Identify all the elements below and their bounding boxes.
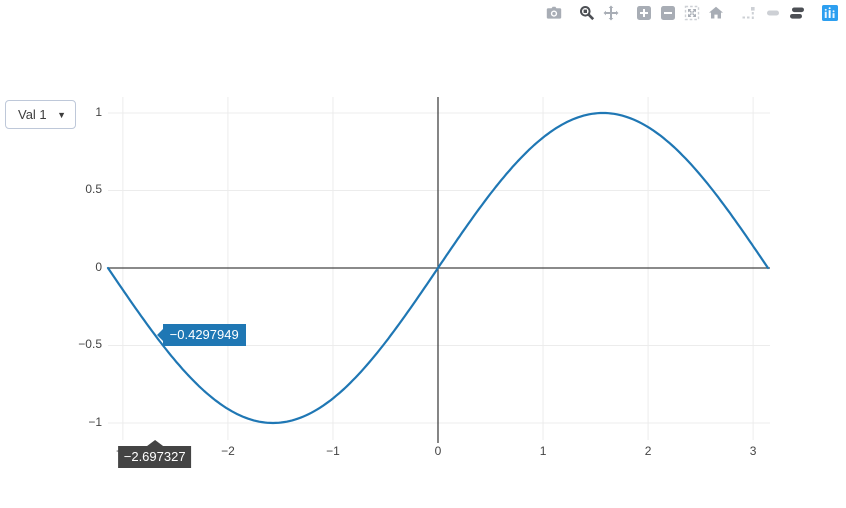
y-tick-label: 1 bbox=[95, 104, 102, 119]
pan-arrows-icon bbox=[603, 5, 619, 21]
plotly-logo-button[interactable] bbox=[822, 4, 838, 22]
modebar bbox=[533, 4, 842, 22]
y-tick-label: 0.5 bbox=[85, 182, 102, 197]
home-icon bbox=[709, 6, 723, 19]
reset-axes-button[interactable] bbox=[708, 4, 724, 22]
x-tick-label: 2 bbox=[644, 444, 652, 458]
autoscale-button[interactable] bbox=[684, 4, 700, 22]
hover-compare-icon bbox=[790, 7, 804, 19]
zoom-mode-button[interactable] bbox=[579, 4, 595, 22]
x-tick-label: 3 bbox=[749, 444, 757, 458]
zoom-in-button[interactable] bbox=[636, 4, 652, 22]
y-tick-label: −1 bbox=[88, 414, 102, 429]
x-tick-label: 1 bbox=[539, 444, 547, 458]
download-png-button[interactable] bbox=[546, 4, 562, 22]
x-tick-label: −1 bbox=[326, 444, 340, 458]
zoom-in-icon bbox=[637, 6, 651, 20]
pan-mode-button[interactable] bbox=[603, 4, 619, 22]
hover-closest-icon bbox=[767, 10, 779, 16]
y-tick-label: 0 bbox=[95, 259, 102, 274]
zoom-magnifier-icon bbox=[580, 6, 595, 21]
x-tick-label: 0 bbox=[434, 444, 442, 458]
hover-tooltip: −0.4297949 bbox=[156, 323, 246, 346]
x-axis-hover-label: −2.697327 bbox=[117, 440, 192, 468]
autoscale-icon bbox=[684, 5, 700, 21]
spikelines-icon bbox=[742, 7, 755, 19]
chevron-down-icon: ▼ bbox=[57, 110, 66, 120]
x-tick-label: −2 bbox=[221, 444, 235, 458]
camera-icon bbox=[546, 6, 562, 19]
y-tick-label: −0.5 bbox=[78, 337, 102, 352]
toggle-spikelines-button[interactable] bbox=[741, 4, 757, 22]
plotly-logo-icon bbox=[822, 5, 838, 21]
val-dropdown-label: Val 1 bbox=[18, 107, 47, 122]
zoom-out-icon bbox=[661, 6, 675, 20]
hover-compare-button[interactable] bbox=[789, 4, 805, 22]
zoom-out-button[interactable] bbox=[660, 4, 676, 22]
hover-closest-button[interactable] bbox=[765, 4, 781, 22]
val-dropdown[interactable]: Val 1 ▼ bbox=[5, 100, 76, 129]
